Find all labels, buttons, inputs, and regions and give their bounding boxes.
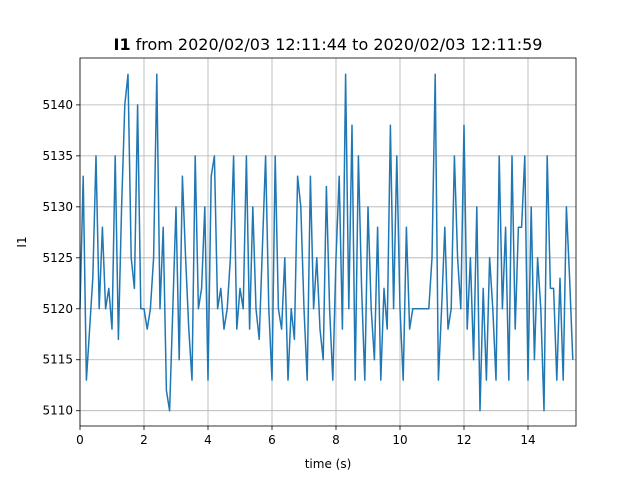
x-tick-label: 10 xyxy=(392,433,407,447)
y-tick-label: 5125 xyxy=(42,251,73,265)
x-tick-label: 12 xyxy=(456,433,471,447)
chart-title: I1 from 2020/02/03 12:11:44 to 2020/02/03… xyxy=(114,35,543,54)
title-name: I1 xyxy=(114,35,131,54)
x-tick-label: 0 xyxy=(76,433,84,447)
y-tick-label: 5120 xyxy=(42,302,73,316)
x-tick-label: 4 xyxy=(204,433,212,447)
x-tick-label: 14 xyxy=(520,433,535,447)
y-axis-label: I1 xyxy=(15,236,29,247)
y-tick-label: 5135 xyxy=(42,149,73,163)
x-tick-label: 6 xyxy=(268,433,276,447)
x-tick-label: 8 xyxy=(332,433,340,447)
plot-frame xyxy=(79,57,577,427)
x-tick-label: 2 xyxy=(140,433,148,447)
y-tick-label: 5140 xyxy=(42,98,73,112)
y-tick-label: 5110 xyxy=(42,404,73,418)
x-axis-label: time (s) xyxy=(305,457,352,471)
title-rest: from 2020/02/03 12:11:44 to 2020/02/03 1… xyxy=(136,35,543,54)
data-line xyxy=(79,73,574,412)
y-tick-label: 5130 xyxy=(42,200,73,214)
y-tick-label: 5115 xyxy=(42,353,73,367)
